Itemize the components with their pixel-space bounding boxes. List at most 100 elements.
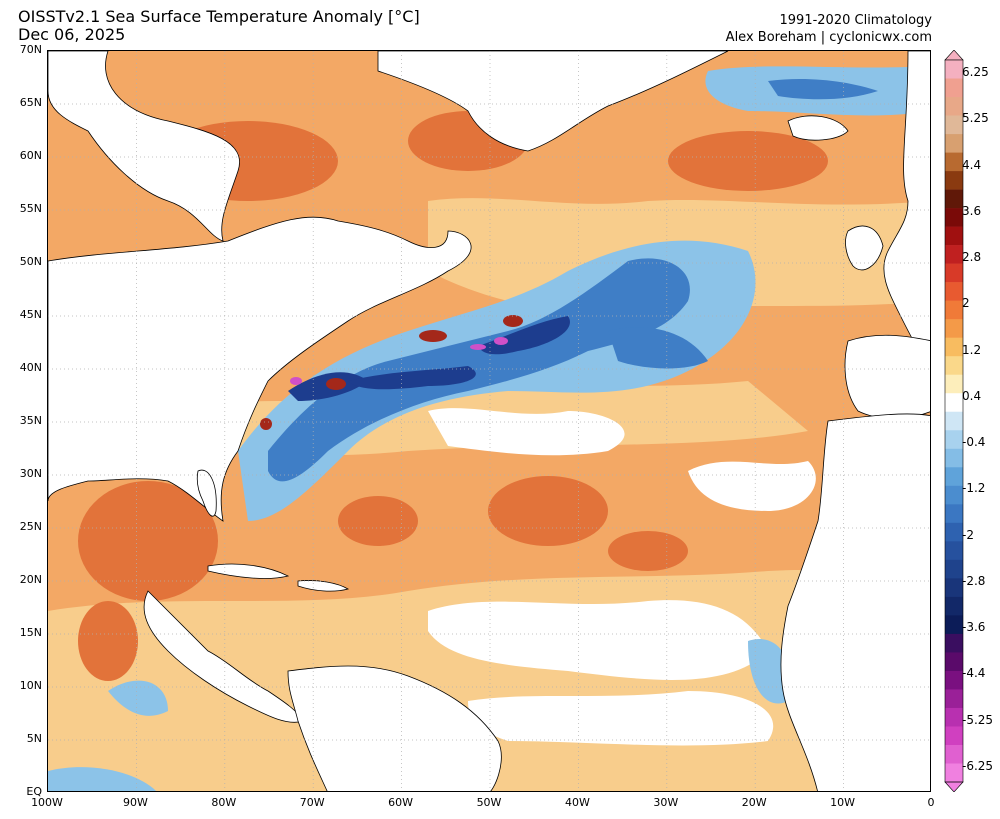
longitude-label: 70W — [299, 796, 325, 809]
cuba-land — [207, 563, 290, 579]
florida-land — [196, 469, 217, 517]
longitude-label: 50W — [476, 796, 502, 809]
latitude-label: 65N — [19, 96, 42, 109]
longitude-label: 100W — [31, 796, 63, 809]
sst-anomaly-map — [48, 51, 930, 791]
graticule — [48, 51, 930, 791]
longitude-label: 30W — [653, 796, 679, 809]
map-date: Dec 06, 2025 — [18, 25, 126, 44]
latitude-label: 50N — [19, 255, 42, 268]
latitude-label: 40N — [19, 361, 42, 374]
iberia-land — [844, 334, 930, 419]
colorbar-cell — [945, 356, 963, 376]
latitude-label: 15N — [19, 626, 42, 639]
credit-block: 1991-2020 Climatology Alex Boreham | cyc… — [726, 12, 932, 46]
colorbar-cell — [945, 633, 963, 653]
colorbar-cell — [945, 282, 963, 301]
colorbar-cell — [945, 559, 963, 579]
colorbar-label: 0.4 — [962, 388, 982, 403]
colorbar-label: -2 — [962, 527, 974, 542]
longitude-label: 40W — [564, 796, 590, 809]
colorbar-label: 3.6 — [962, 203, 982, 218]
north-america-land — [48, 51, 472, 522]
colorbar-cell — [945, 245, 963, 264]
colorbar-cell — [945, 60, 963, 79]
colorbar-cell — [945, 263, 963, 283]
colorbar-cell — [945, 319, 963, 338]
colorbar-cell — [945, 652, 963, 672]
latitude-label: 60N — [19, 149, 42, 162]
colorbar-label: 4.4 — [962, 157, 982, 172]
longitude-label: 0 — [927, 796, 935, 809]
colorbar-cell — [945, 300, 963, 320]
colorbar-label: 6.25 — [962, 65, 989, 79]
british-isles-land — [845, 225, 884, 271]
colorbar-cell — [945, 171, 963, 190]
colorbar-cell — [945, 189, 963, 209]
latitude-label: 25N — [19, 520, 42, 533]
colorbar-cell — [945, 596, 963, 616]
colorbar-cell — [945, 744, 963, 764]
colorbar-cell — [945, 615, 963, 635]
latitude-label: 35N — [19, 414, 42, 427]
longitude-label: 10W — [830, 796, 856, 809]
map-title: OISSTv2.1 Sea Surface Temperature Anomal… — [18, 7, 420, 26]
colorbar-label: -5.25 — [962, 712, 994, 727]
colorbar-cell — [945, 78, 963, 98]
colorbar-cell — [945, 374, 963, 394]
colorbar-cell — [945, 411, 963, 431]
climatology-label: 1991-2020 Climatology — [779, 13, 932, 28]
colorbar-label: -0.4 — [962, 435, 986, 450]
colorbar-label: -3.6 — [962, 620, 986, 635]
colorbar-border — [944, 59, 964, 783]
colorbar-cell — [945, 504, 963, 524]
colorbar-cell — [945, 115, 963, 135]
longitude-label: 20W — [741, 796, 767, 809]
colorbar-cell — [945, 226, 963, 246]
title-block: OISSTv2.1 Sea Surface Temperature Anomal… — [18, 8, 420, 44]
colorbar-label: 2 — [962, 296, 970, 311]
colorbar-cell — [945, 208, 963, 227]
colorbar — [944, 50, 964, 792]
colorbar-cell — [945, 134, 963, 153]
cold-anomaly-field — [268, 79, 878, 482]
colorbar-cell — [945, 763, 963, 783]
latitude-label: 70N — [19, 43, 42, 56]
latitude-label: 45N — [19, 308, 42, 321]
colorbar-label: -6.25 — [962, 759, 994, 773]
map-frame — [47, 50, 931, 792]
longitude-label: 80W — [211, 796, 237, 809]
colorbar-label: 1.2 — [962, 342, 982, 357]
iceland-land — [787, 115, 849, 141]
colorbar-label: -4.4 — [962, 666, 986, 681]
colorbar-cell — [945, 152, 963, 172]
colorbar-cell — [945, 670, 963, 690]
colorbar-cell — [945, 337, 963, 357]
latitude-label: EQ — [26, 785, 42, 798]
warm-eddy-field — [260, 315, 523, 430]
latitude-label: 20N — [19, 573, 42, 586]
latitude-label: 55N — [19, 202, 42, 215]
colorbar-cell — [945, 485, 963, 505]
colorbar-cell — [945, 578, 963, 598]
longitude-label: 90W — [122, 796, 148, 809]
credit-label: Alex Boreham | cyclonicwx.com — [725, 30, 932, 45]
colorbar-cell — [945, 689, 963, 709]
neutral-anomaly-field — [428, 408, 816, 746]
land-masses — [48, 51, 930, 791]
latitude-label: 10N — [19, 679, 42, 692]
colorbar-label: -2.8 — [962, 573, 986, 588]
colorbar-cell — [945, 467, 963, 487]
colorbar-cell — [945, 541, 963, 561]
colorbar-label: 2.8 — [962, 250, 982, 265]
colorbar-cell — [945, 726, 963, 746]
colorbar-cell — [945, 707, 963, 727]
colorbar-cell — [945, 430, 963, 450]
latitude-label: 5N — [26, 732, 42, 745]
colorbar-max-arrow — [944, 50, 964, 61]
latitude-label: 30N — [19, 467, 42, 480]
colorbar-label: 5.25 — [962, 111, 989, 126]
colorbar-cells — [944, 50, 964, 792]
colorbar-cell — [945, 448, 963, 468]
south-america-land — [287, 665, 502, 791]
